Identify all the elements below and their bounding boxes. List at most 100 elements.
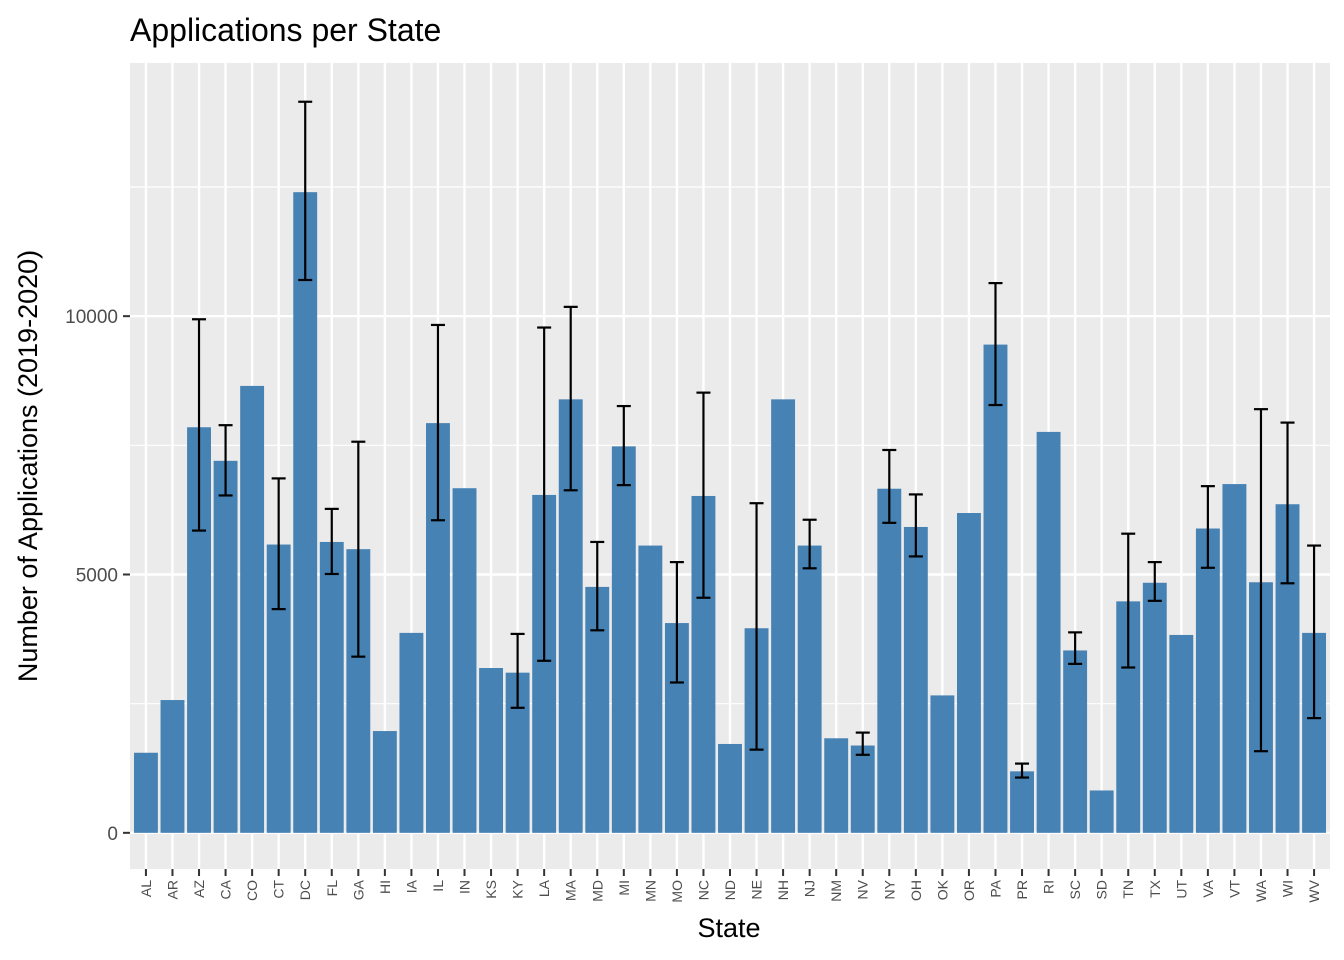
x-tick-label-ct: CT bbox=[271, 880, 287, 899]
error-bar-az bbox=[192, 318, 207, 532]
x-tick-label-ne: NE bbox=[749, 880, 765, 899]
bar-ut bbox=[1169, 634, 1194, 833]
bar-va bbox=[1195, 528, 1220, 833]
bar-fl bbox=[319, 541, 344, 833]
bar-az bbox=[187, 427, 211, 833]
bar-ct bbox=[266, 544, 291, 833]
error-bar-ca bbox=[218, 424, 233, 497]
error-bar-va bbox=[1200, 485, 1215, 569]
x-tick-label-wv: WV bbox=[1306, 879, 1322, 902]
error-bar-nj bbox=[802, 518, 817, 570]
bar-ny bbox=[877, 488, 902, 833]
x-tick-label-ia: IA bbox=[403, 879, 419, 893]
x-tick-label-in: IN bbox=[457, 880, 473, 894]
error-bar-mi bbox=[616, 404, 631, 487]
x-tick-label-sc: SC bbox=[1067, 880, 1083, 899]
x-axis-title: State bbox=[697, 913, 760, 943]
error-bar-tx bbox=[1147, 560, 1162, 602]
error-bar-ne bbox=[749, 502, 764, 751]
x-tick-label-nc: NC bbox=[695, 880, 711, 900]
bar-in bbox=[452, 488, 477, 833]
x-tick-label-tx: TX bbox=[1147, 879, 1163, 898]
bar-ri bbox=[1036, 431, 1061, 833]
bar-sc bbox=[1063, 650, 1088, 833]
bar-ia bbox=[399, 632, 424, 833]
bar-ma bbox=[558, 399, 583, 833]
error-bar-ma bbox=[563, 305, 578, 492]
error-bar-wi bbox=[1280, 421, 1295, 585]
x-tick-label-co: CO bbox=[244, 880, 260, 901]
x-tick-label-mi: MI bbox=[616, 880, 632, 896]
x-tick-label-or: OR bbox=[961, 880, 977, 901]
chart-title: Applications per State bbox=[130, 12, 441, 48]
bar-tx bbox=[1142, 582, 1167, 833]
bar-wv bbox=[1302, 632, 1327, 833]
x-tick-label-mn: MN bbox=[642, 880, 658, 902]
error-bar-sc bbox=[1068, 631, 1083, 665]
x-tick-label-nh: NH bbox=[775, 880, 791, 900]
bar-pa bbox=[983, 344, 1008, 833]
error-bar-ga bbox=[351, 440, 366, 658]
error-bar-ny bbox=[882, 448, 897, 524]
error-bar-md bbox=[590, 540, 605, 632]
error-bar-ky bbox=[510, 632, 525, 709]
x-tick-label-al: AL bbox=[138, 880, 154, 897]
error-bar-fl bbox=[324, 507, 339, 576]
x-tick-label-nd: ND bbox=[722, 880, 738, 900]
bar-nm bbox=[824, 738, 849, 833]
bar-al bbox=[133, 752, 158, 833]
bar-nh bbox=[771, 399, 796, 833]
bar-mn bbox=[638, 545, 663, 833]
bar-mo bbox=[664, 623, 689, 833]
bar-oh bbox=[903, 526, 928, 833]
error-bar-nv bbox=[855, 731, 870, 756]
x-tick-label-wi: WI bbox=[1280, 880, 1296, 897]
x-tick-label-nm: NM bbox=[828, 880, 844, 902]
bar-ks bbox=[479, 668, 504, 833]
x-tick-label-ny: NY bbox=[881, 879, 897, 899]
x-tick-label-fl: FL bbox=[324, 880, 340, 897]
error-bar-wv bbox=[1307, 544, 1322, 720]
error-bar-il bbox=[430, 323, 445, 522]
bar-ga bbox=[346, 549, 371, 833]
x-tick-label-ks: KS bbox=[483, 880, 499, 899]
bar-or bbox=[956, 513, 981, 833]
x-tick-label-ut: UT bbox=[1173, 880, 1189, 899]
bar-nc bbox=[691, 495, 716, 833]
bar-dc bbox=[293, 192, 318, 833]
error-bar-oh bbox=[908, 493, 923, 558]
x-tick-label-az: AZ bbox=[191, 880, 207, 898]
x-tick-label-ky: KY bbox=[510, 879, 526, 898]
x-tick-label-ma: MA bbox=[563, 879, 579, 901]
bar-wi bbox=[1275, 504, 1300, 833]
bar-pr bbox=[1010, 771, 1034, 833]
bar-il bbox=[426, 423, 450, 833]
y-tick-label: 10000 bbox=[65, 307, 118, 328]
x-tick-label-ok: OK bbox=[934, 879, 950, 900]
bar-mi bbox=[611, 446, 636, 833]
x-tick-label-md: MD bbox=[589, 880, 605, 902]
bar-vt bbox=[1222, 484, 1247, 833]
bar-nv bbox=[850, 745, 875, 833]
bar-nd bbox=[718, 743, 742, 833]
bars bbox=[133, 192, 1327, 833]
x-tick-label-pa: PA bbox=[987, 879, 1003, 897]
x-tick-label-sd: SD bbox=[1094, 880, 1110, 899]
bar-ca bbox=[213, 460, 238, 833]
x-tick-label-wa: WA bbox=[1253, 879, 1269, 902]
x-tick-label-la: LA bbox=[536, 879, 552, 897]
y-tick-label: 0 bbox=[107, 824, 118, 845]
bar-la bbox=[532, 494, 557, 833]
error-bar-la bbox=[537, 326, 552, 662]
x-tick-label-pr: PR bbox=[1014, 880, 1030, 899]
x-tick-label-nj: NJ bbox=[802, 880, 818, 897]
x-tick-label-hi: HI bbox=[377, 880, 393, 894]
x-tick-label-ca: CA bbox=[218, 879, 234, 899]
x-tick-label-tn: TN bbox=[1120, 880, 1136, 899]
x-tick-label-ga: GA bbox=[350, 879, 366, 900]
error-bar-tn bbox=[1121, 532, 1136, 669]
error-bar-ct bbox=[271, 477, 286, 611]
error-bar-nc bbox=[696, 391, 711, 599]
error-bars bbox=[192, 100, 1322, 779]
error-bar-wa bbox=[1253, 408, 1268, 753]
